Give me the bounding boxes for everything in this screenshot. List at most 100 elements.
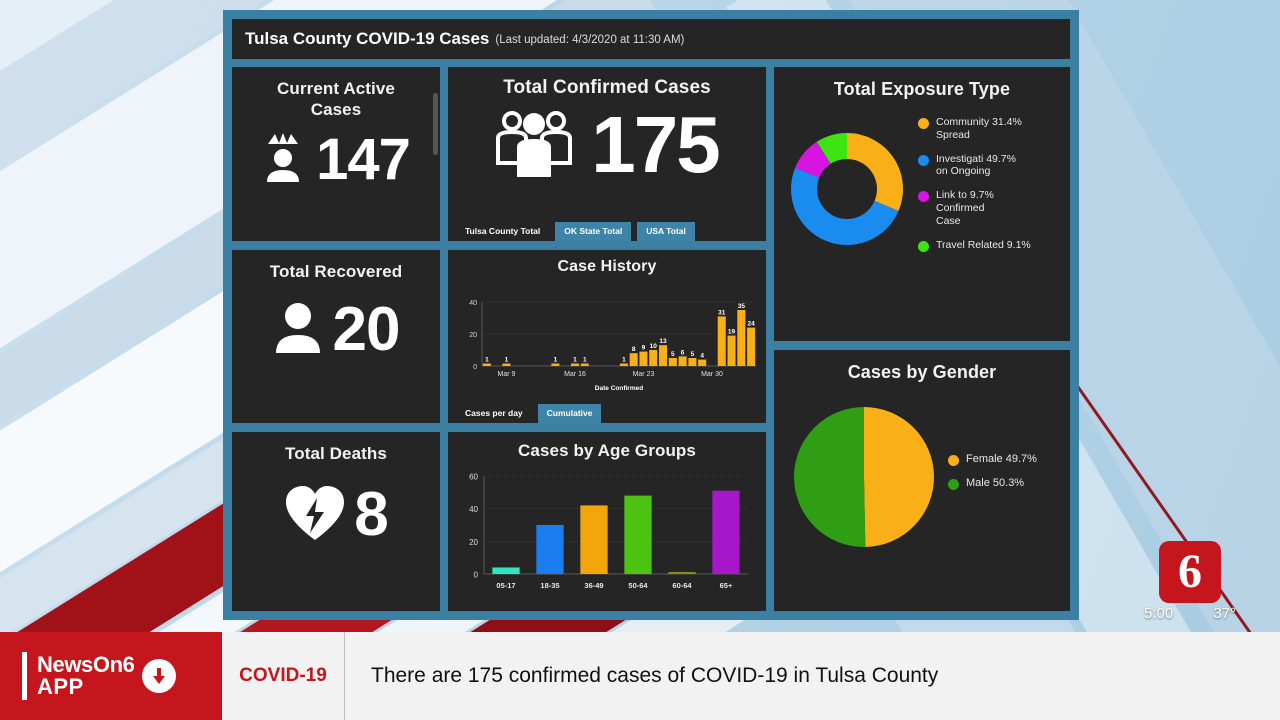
channel-6-logo: 6 bbox=[1159, 541, 1221, 603]
page-title: Tulsa County COVID-19 Cases bbox=[245, 29, 490, 48]
svg-text:40: 40 bbox=[469, 505, 478, 514]
svg-text:5: 5 bbox=[691, 351, 695, 358]
legend-label: Female 49.7% bbox=[966, 452, 1037, 465]
svg-text:65+: 65+ bbox=[720, 581, 733, 590]
gender-legend: Female 49.7% Male 50.3% bbox=[948, 453, 1037, 502]
tab-cases-per-day[interactable]: Cases per day bbox=[456, 404, 532, 423]
gender-pie bbox=[793, 407, 934, 547]
panel-scrollbar[interactable] bbox=[433, 93, 438, 155]
legend-item: Male 50.3% bbox=[948, 477, 1037, 490]
legend-color-dot bbox=[948, 479, 959, 490]
svg-text:60-64: 60-64 bbox=[672, 581, 692, 590]
newson6-app-branding[interactable]: NewsOn6 APP bbox=[0, 632, 222, 720]
covid-dashboard: Tulsa County COVID-19 Cases (Last update… bbox=[223, 10, 1079, 620]
legend-label: Travel Related 9.1% bbox=[936, 238, 1031, 251]
ticker-headline: There are 175 confirmed cases of COVID-1… bbox=[371, 664, 939, 687]
card-value: 175 bbox=[591, 100, 720, 189]
svg-text:35: 35 bbox=[738, 303, 746, 310]
card-title: Cases by Age Groups bbox=[518, 441, 696, 460]
svg-text:Mar 16: Mar 16 bbox=[564, 371, 586, 378]
svg-text:Mar 30: Mar 30 bbox=[701, 371, 723, 378]
svg-text:5: 5 bbox=[671, 351, 675, 358]
download-arrow-icon bbox=[142, 659, 177, 693]
ticker-category-label: COVID-19 bbox=[222, 632, 345, 720]
legend-color-dot bbox=[948, 454, 959, 466]
svg-text:1: 1 bbox=[485, 357, 489, 364]
card-cases-by-gender: Cases by Gender Female 49.7% Male 50.3% bbox=[774, 350, 1070, 611]
legend-item: Community 31.4% Spread bbox=[918, 116, 1031, 142]
tab-cumulative[interactable]: Cumulative bbox=[537, 404, 602, 423]
card-value: 147 bbox=[316, 126, 411, 192]
clock-text: 5:00 bbox=[1144, 605, 1174, 622]
svg-text:19: 19 bbox=[728, 329, 736, 336]
exposure-legend: Community 31.4% Spread Investigati 49.7% … bbox=[918, 116, 1031, 263]
age-groups-chart: 0 20 40 60 05-17 18-35 36-49 50-64 60-64 65+ bbox=[448, 466, 766, 607]
legend-label: Male 50.3% bbox=[966, 477, 1025, 489]
card-title: Case History bbox=[557, 258, 657, 275]
legend-item: Link to 9.7% Confirmed Case bbox=[918, 189, 1031, 227]
svg-text:24: 24 bbox=[747, 321, 755, 328]
legend-color-dot bbox=[918, 154, 929, 166]
svg-text:1: 1 bbox=[583, 357, 587, 364]
svg-text:9: 9 bbox=[642, 345, 646, 352]
svg-text:1: 1 bbox=[505, 357, 509, 364]
svg-text:13: 13 bbox=[659, 338, 667, 345]
svg-text:31: 31 bbox=[718, 309, 726, 316]
tab-tulsa-county-total[interactable]: Tulsa County Total bbox=[456, 222, 550, 241]
card-current-active-cases: Current Active Cases 147 bbox=[232, 67, 440, 241]
svg-text:18-35: 18-35 bbox=[540, 581, 559, 590]
card-total-recovered: Total Recovered 20 bbox=[232, 250, 440, 423]
legend-color-dot bbox=[918, 240, 929, 252]
svg-text:1: 1 bbox=[573, 357, 577, 364]
card-case-history: Case History 0 20 40 1 1 1 1 1 1 8 9 10 13 5 6 5 4 31 19 35… bbox=[448, 250, 766, 423]
total-confirmed-tabs: Tulsa County Total OK State Total USA To… bbox=[448, 222, 695, 241]
card-cases-by-age-groups: Cases by Age Groups 0 20 40 60 05-17 18-35 36-… bbox=[448, 432, 766, 611]
brand-line-1: NewsOn6 bbox=[37, 652, 135, 677]
card-value-row: 8 bbox=[232, 483, 440, 548]
legend-color-dot bbox=[918, 118, 929, 129]
brand-line-2: APP bbox=[37, 674, 84, 699]
svg-text:50-64: 50-64 bbox=[628, 581, 648, 590]
svg-text:0: 0 bbox=[474, 571, 479, 580]
card-title: Total Confirmed Cases bbox=[503, 77, 711, 98]
card-value: 8 bbox=[354, 480, 388, 550]
tab-usa-total[interactable]: USA Total bbox=[637, 222, 695, 241]
card-title: Current Active Cases bbox=[277, 79, 395, 119]
broken-heart-icon bbox=[284, 483, 346, 548]
svg-text:20: 20 bbox=[469, 538, 478, 547]
case-history-chart: 0 20 40 1 1 1 1 1 1 8 9 10 13 5 6 5 4 31 19 35 24 Mar 9 Mar 16… bbox=[448, 288, 766, 397]
card-title: Total Deaths bbox=[285, 444, 387, 463]
card-total-deaths: Total Deaths 8 bbox=[232, 432, 440, 611]
brand-words: NewsOn6 APP bbox=[37, 652, 135, 699]
svg-text:Date Confirmed: Date Confirmed bbox=[595, 385, 643, 392]
station-bug: 6 5:00 37° bbox=[1142, 541, 1238, 622]
svg-text:Mar 9: Mar 9 bbox=[498, 371, 516, 378]
svg-text:8: 8 bbox=[632, 346, 636, 353]
legend-item: Investigati 49.7% on Ongoing bbox=[918, 153, 1031, 179]
svg-text:05-17: 05-17 bbox=[496, 581, 515, 590]
card-total-exposure-type: Total Exposure Type Community 31.4% Spre… bbox=[774, 67, 1070, 341]
svg-text:1: 1 bbox=[622, 357, 626, 364]
card-title: Total Recovered bbox=[269, 262, 403, 281]
svg-text:0: 0 bbox=[473, 364, 477, 371]
card-total-confirmed-cases: Total Confirmed Cases 175 Tulsa County T… bbox=[448, 67, 766, 241]
legend-label: Community 31.4% Spread bbox=[936, 116, 1022, 141]
legend-color-dot bbox=[918, 191, 929, 203]
legend-item: Female 49.7% bbox=[948, 453, 1037, 466]
svg-text:1: 1 bbox=[554, 357, 558, 364]
gender-chart-area: Female 49.7% Male 50.3% bbox=[774, 383, 1070, 549]
svg-text:20: 20 bbox=[469, 332, 477, 339]
brand-divider bbox=[22, 652, 27, 700]
tab-ok-state-total[interactable]: OK State Total bbox=[555, 222, 632, 241]
temperature-text: 37° bbox=[1213, 605, 1236, 622]
svg-text:Mar 23: Mar 23 bbox=[633, 371, 655, 378]
card-value-row: 147 bbox=[232, 130, 440, 189]
svg-text:36-49: 36-49 bbox=[584, 581, 603, 590]
exposure-donut bbox=[790, 133, 903, 246]
legend-label: Link to 9.7% Confirmed Case bbox=[936, 189, 994, 227]
news-ticker: NewsOn6 APP COVID-19 There are 175 confi… bbox=[0, 632, 1280, 720]
svg-text:60: 60 bbox=[469, 473, 478, 482]
person-icon bbox=[273, 299, 325, 360]
svg-text:4: 4 bbox=[700, 353, 704, 360]
patient-fever-icon bbox=[262, 130, 308, 189]
